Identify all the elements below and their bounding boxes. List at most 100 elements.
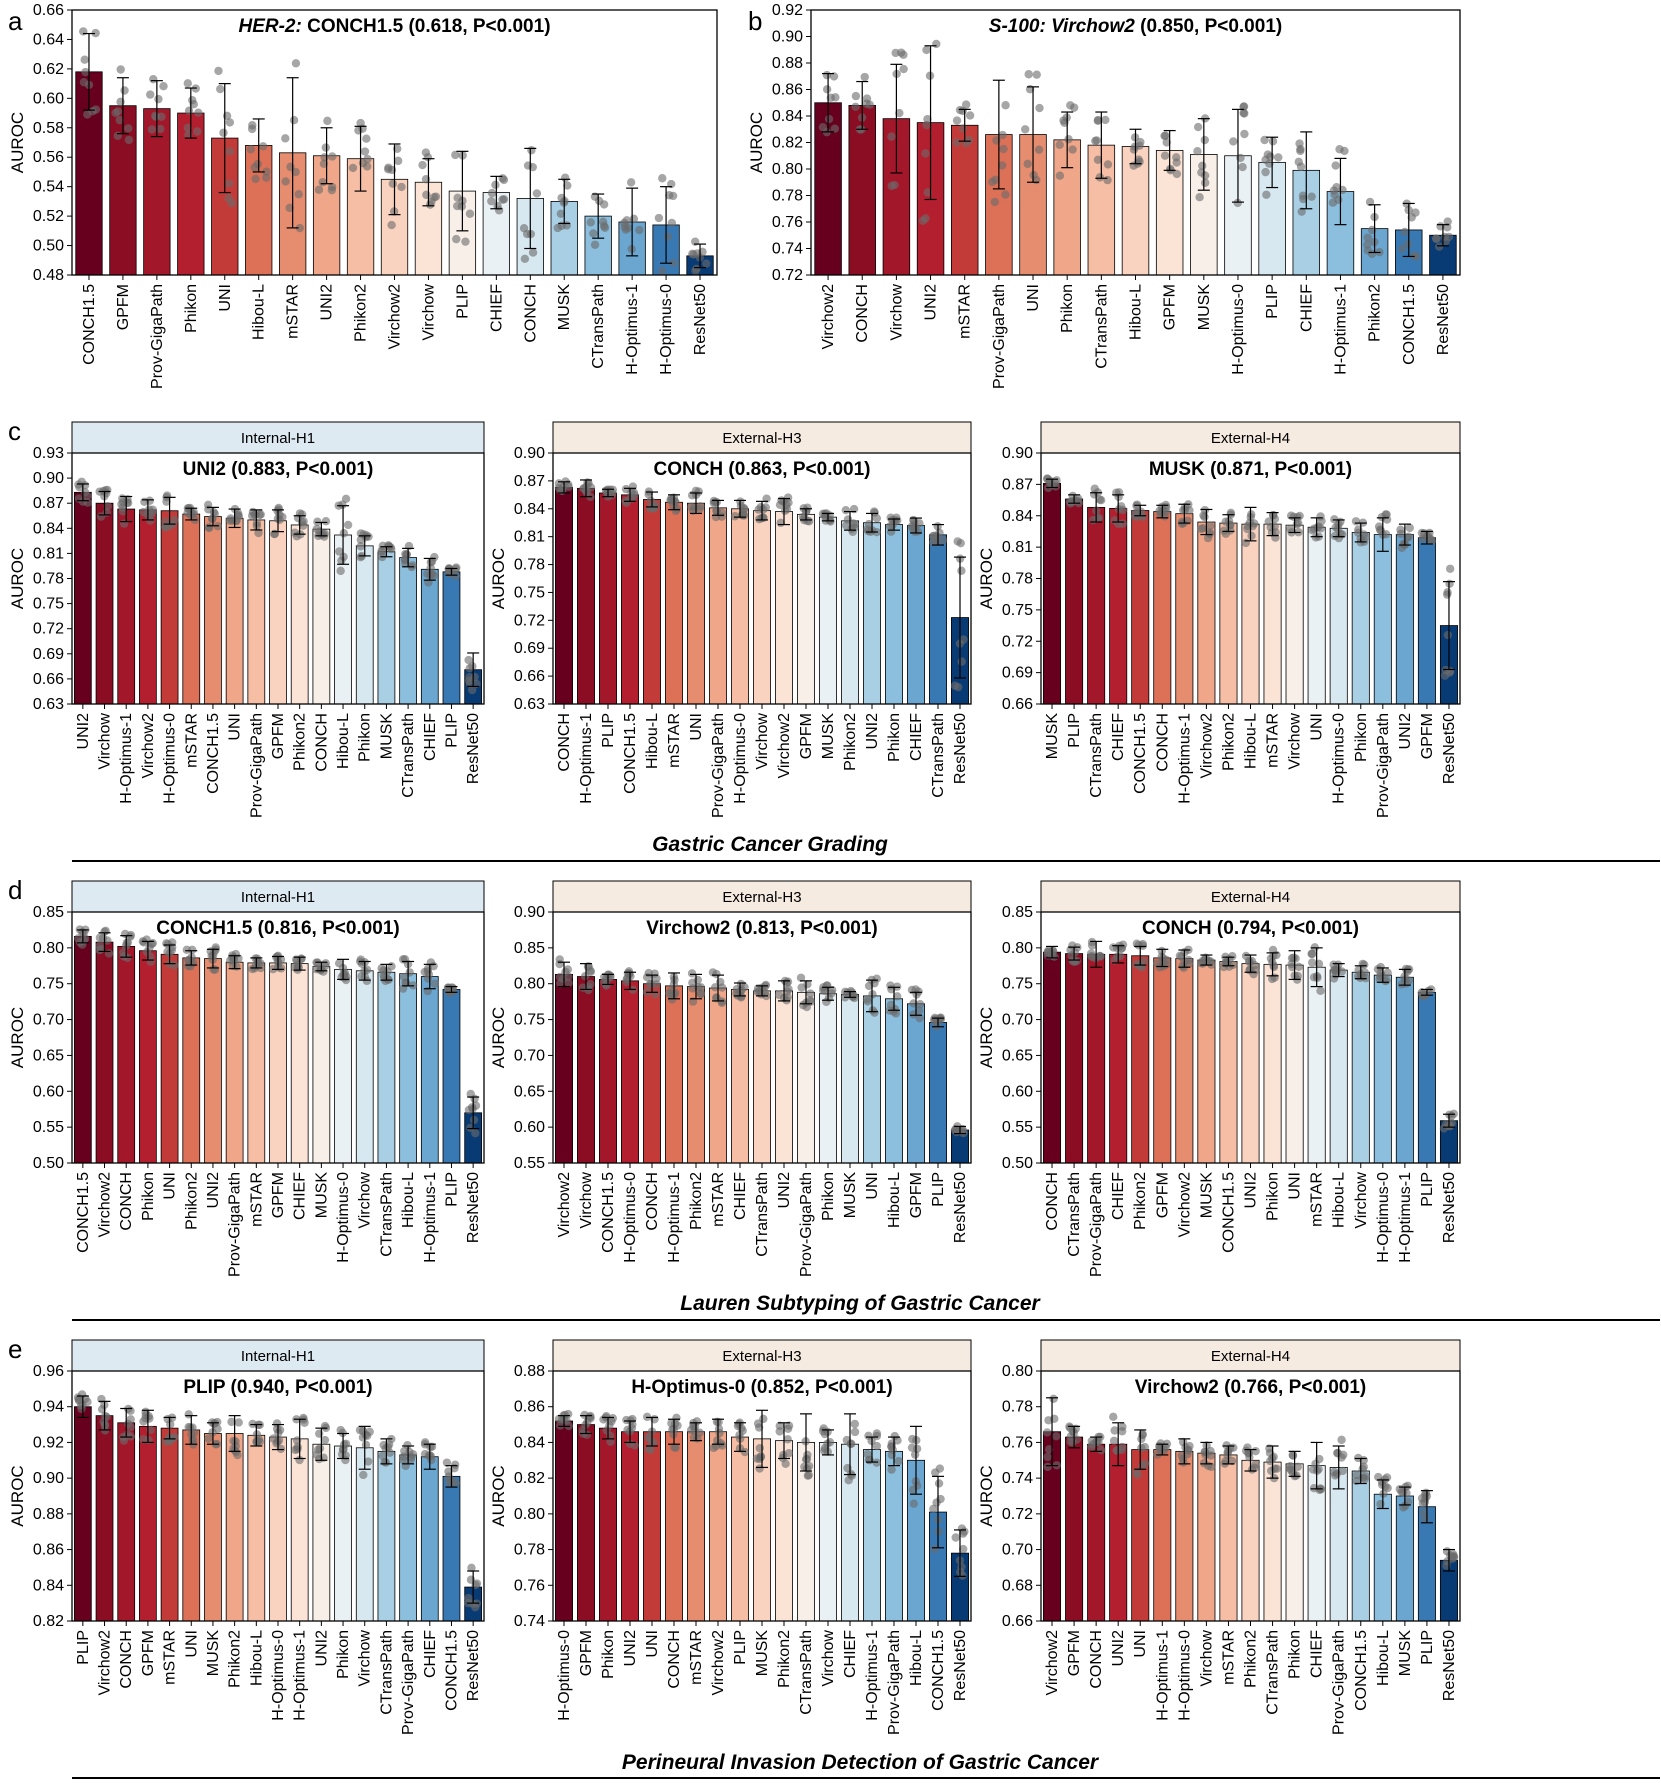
x-tick-label-mstar: mSTAR xyxy=(285,284,302,339)
bar-chief xyxy=(1109,953,1128,1164)
data-point xyxy=(148,505,158,514)
x-tick-label-ctranspath: CTransPath xyxy=(590,284,607,369)
data-point xyxy=(281,177,290,186)
bar-hibou-l xyxy=(885,998,903,1164)
errorbar-conch1-5 xyxy=(445,1465,458,1488)
x-tick-label-gpfm: GPFM xyxy=(270,1172,287,1218)
data-point xyxy=(216,84,225,94)
chart-title-d3: CONCH (0.794, P<0.001) xyxy=(1142,918,1359,939)
points-phikon xyxy=(599,1412,618,1446)
bar-h-optimus-0 xyxy=(334,968,352,1164)
x-tick-label-mstar: mSTAR xyxy=(710,1172,727,1227)
x-tick-label-plip: PLIP xyxy=(454,284,471,319)
y-tick-label: 0.85 xyxy=(33,904,64,921)
x-tick-label-h-optimus-0: H-Optimus-0 xyxy=(1375,1172,1392,1263)
data-point xyxy=(818,123,828,132)
y-tick-label: 0.60 xyxy=(514,1119,545,1136)
data-point xyxy=(469,1115,479,1125)
data-point xyxy=(671,506,680,516)
bar-mstar xyxy=(1307,966,1326,1164)
strip-header-e1 xyxy=(71,1339,485,1372)
data-point xyxy=(1052,1432,1061,1441)
errorbar-plip xyxy=(76,1395,89,1419)
data-point xyxy=(1199,1458,1209,1468)
bar-plip xyxy=(73,1406,92,1622)
y-tick-label: 0.75 xyxy=(514,584,545,601)
errorbar-hibou-l xyxy=(1376,1479,1389,1510)
points-h-optimus-0 xyxy=(1229,102,1249,208)
data-point xyxy=(487,188,497,198)
x-tick-label-virchow2: Virchow2 xyxy=(1198,713,1215,779)
errorbar-h-optimus-1 xyxy=(866,1436,878,1463)
errorbar-phikon2 xyxy=(293,515,306,535)
errorbar-plip xyxy=(445,567,458,576)
y-tick-label: 0.75 xyxy=(1002,602,1033,619)
x-tick-label-virchow: Virchow xyxy=(97,713,114,770)
data-point xyxy=(421,148,431,157)
data-point xyxy=(79,78,89,87)
data-point xyxy=(397,182,406,192)
errorbar-phikon2 xyxy=(185,950,198,966)
x-tick-label-resnet50: ResNet50 xyxy=(952,713,969,784)
data-point xyxy=(826,93,836,102)
errorbar-phikon2 xyxy=(1222,514,1235,533)
data-point xyxy=(1060,118,1069,127)
data-point xyxy=(183,123,192,132)
data-point xyxy=(1376,526,1386,535)
bar-virchow xyxy=(577,976,595,1164)
errorbar-plip xyxy=(602,488,614,498)
data-point xyxy=(1233,198,1242,208)
data-point xyxy=(451,150,460,160)
errorbar-uni xyxy=(690,492,702,515)
y-tick-label: 0.75 xyxy=(514,1012,545,1029)
bar-plip xyxy=(442,989,461,1164)
data-point xyxy=(291,167,300,177)
x-tick-label-h-optimus-1: H-Optimus-1 xyxy=(864,1630,881,1721)
data-point xyxy=(736,979,746,989)
data-point xyxy=(183,79,192,88)
errorbar-phikon xyxy=(184,87,197,139)
data-point xyxy=(164,1435,174,1444)
x-tick-label-mstar: mSTAR xyxy=(183,713,200,768)
data-point xyxy=(1449,1552,1459,1561)
data-point xyxy=(446,569,455,578)
errorbar-phikon xyxy=(1061,111,1074,169)
data-point xyxy=(1129,161,1138,170)
data-point xyxy=(209,507,218,517)
data-point xyxy=(442,1458,452,1467)
errorbar-phikon2 xyxy=(690,973,702,1000)
x-tick-label-conch1-5: CONCH1.5 xyxy=(1353,1630,1370,1711)
data-point xyxy=(1315,1485,1324,1495)
data-point xyxy=(714,1424,724,1433)
title-main-part: MUSK (0.871, P<0.001) xyxy=(1149,459,1352,480)
x-tick-label-uni2: UNI2 xyxy=(75,713,92,750)
data-point xyxy=(1251,1460,1260,1469)
x-tick-label-chief: CHIEF xyxy=(422,713,439,761)
errorbar-uni2 xyxy=(924,45,937,201)
bar-h-optimus-0 xyxy=(1329,527,1348,705)
data-point xyxy=(487,196,496,206)
data-point xyxy=(820,1444,830,1453)
data-point xyxy=(465,664,474,673)
x-tick-label-h-optimus-0: H-Optimus-0 xyxy=(1176,1630,1193,1721)
data-point xyxy=(1333,1448,1342,1458)
bar-chief xyxy=(731,989,749,1164)
bar-gpfm xyxy=(269,962,287,1164)
data-point xyxy=(285,203,294,213)
data-point xyxy=(1200,135,1210,145)
data-point xyxy=(520,254,530,264)
data-point xyxy=(1066,101,1075,110)
x-tick-label-chief: CHIEF xyxy=(1110,713,1127,761)
x-tick-label-plip: PLIP xyxy=(1264,284,1281,319)
data-point xyxy=(229,956,238,966)
errorbar-ctranspath xyxy=(1068,946,1081,961)
title-main-part: CONCH (0.794, P<0.001) xyxy=(1142,918,1359,939)
bar-prov-gigapath xyxy=(225,961,244,1164)
x-tick-label-resnet50: ResNet50 xyxy=(1441,1172,1458,1243)
data-point xyxy=(320,153,329,162)
y-tick-label: 0.70 xyxy=(33,1012,64,1029)
errorbar-virchow xyxy=(1354,965,1367,980)
errorbar-ctranspath xyxy=(380,1438,393,1465)
errorbar-h-optimus-1 xyxy=(626,187,639,257)
data-point xyxy=(393,156,403,166)
